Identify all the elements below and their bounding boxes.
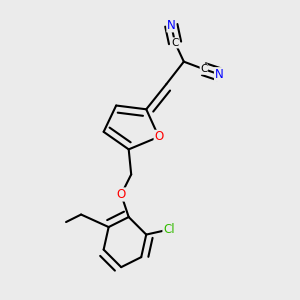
Text: C: C [171, 38, 179, 48]
Text: O: O [117, 188, 126, 201]
Text: O: O [154, 130, 164, 143]
Text: N: N [214, 68, 223, 81]
Text: N: N [167, 19, 176, 32]
Text: Cl: Cl [163, 223, 175, 236]
Text: C: C [200, 64, 208, 74]
